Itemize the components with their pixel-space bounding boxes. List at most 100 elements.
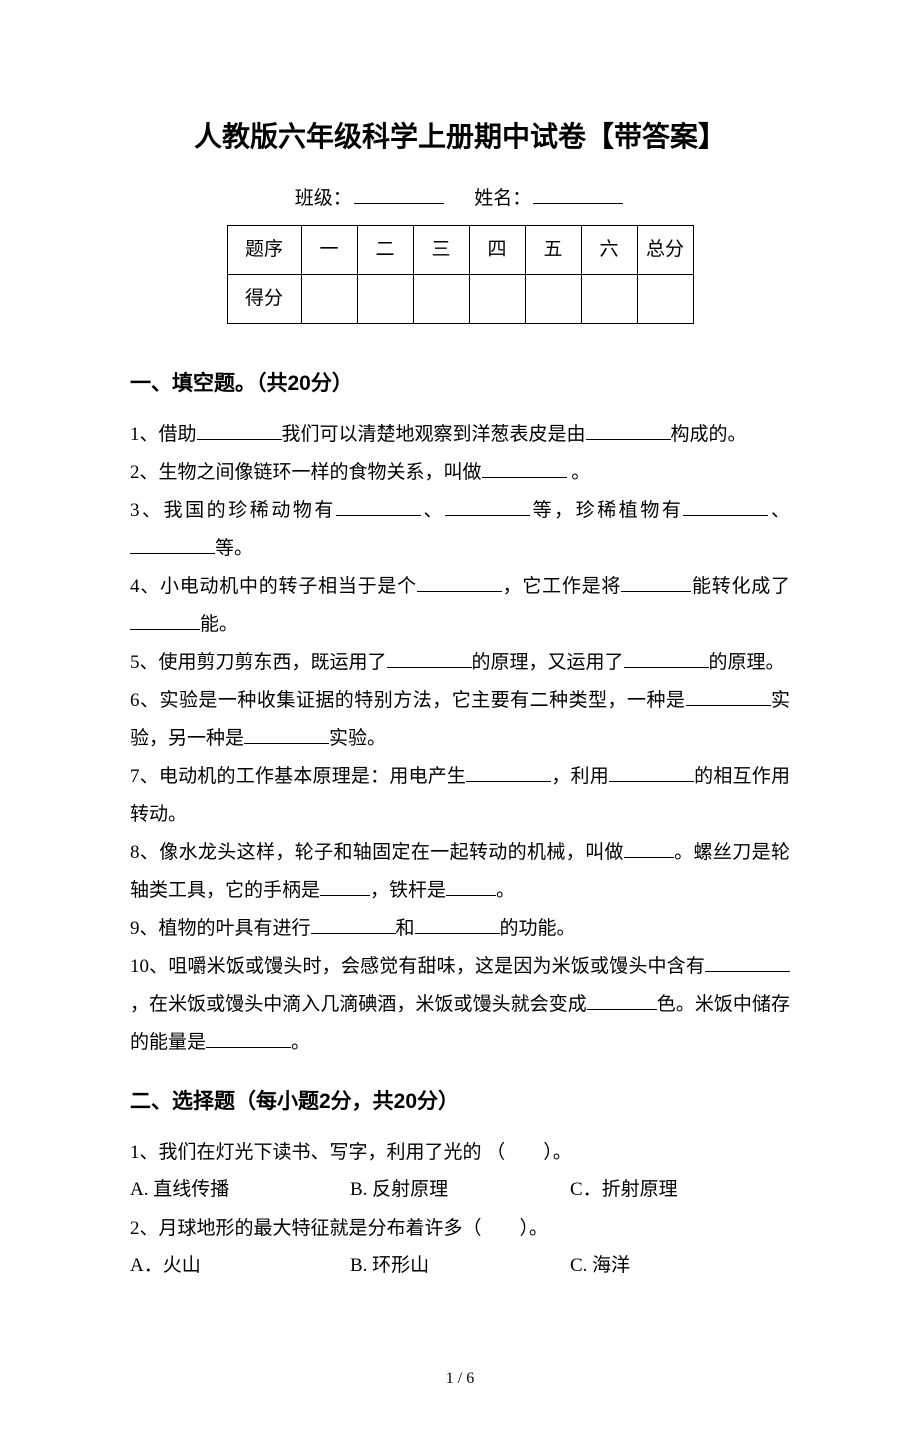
blank (244, 727, 329, 744)
blank (320, 879, 370, 896)
blank (586, 423, 671, 440)
s1-q10-b: ，在米饭或馒头中滴入几滴碘酒，米饭或馒头就会变成 (130, 994, 587, 1015)
blank (197, 423, 282, 440)
s1-q2-a: 2、生物之间像链环一样的食物关系，叫做 (130, 462, 482, 483)
s1-q10-a: 10、咀嚼米饭或馒头时，会感觉有甜味，这是因为米饭或馒头中含有 (130, 956, 705, 977)
blank (587, 993, 657, 1010)
s1-q3-d: 、 (768, 500, 790, 521)
s1-q9-b: 和 (396, 918, 415, 939)
class-label: 班级： (295, 188, 352, 209)
s1-q3-a: 3、我国的珍稀动物有 (130, 500, 336, 521)
blank (130, 613, 200, 630)
blank (466, 765, 551, 782)
blank (482, 461, 567, 478)
score-cell-6 (581, 275, 637, 324)
s1-q4-b: ，它工作是将 (502, 576, 621, 597)
score-cell-4 (469, 275, 525, 324)
s2-q1-opt-a: A. 直线传播 (130, 1172, 350, 1208)
s1-q9-c: 的功能。 (500, 918, 576, 939)
score-table: 题序 一 二 三 四 五 六 总分 得分 (227, 225, 694, 324)
s2-q1-options: A. 直线传播 B. 反射原理 C．折射原理 (130, 1172, 790, 1208)
s1-q4-c: 能转化成了 (691, 576, 790, 597)
s1-q5-a: 5、使用剪刀剪东西，既运用了 (130, 652, 387, 673)
blank (683, 499, 768, 516)
s1-q1-c: 构成的。 (671, 424, 747, 445)
blank (311, 917, 396, 934)
s1-q3-b: 、 (421, 500, 445, 521)
score-header-2: 二 (357, 226, 413, 275)
s1-q3-c: 等，珍稀植物有 (530, 500, 683, 521)
score-header-3: 三 (413, 226, 469, 275)
score-header-0: 题序 (227, 226, 301, 275)
s2-q1-opt-c: C．折射原理 (570, 1172, 790, 1208)
score-table-header-row: 题序 一 二 三 四 五 六 总分 (227, 226, 693, 275)
score-header-4: 四 (469, 226, 525, 275)
score-header-7: 总分 (637, 226, 693, 275)
blank (705, 955, 790, 972)
s1-q7: 7、电动机的工作基本原理是：用电产生，利用的相互作用转动。 (130, 758, 790, 834)
blank (417, 575, 502, 592)
s1-q7-b: ，利用 (551, 766, 609, 787)
s1-q9: 9、植物的叶具有进行 和 的功能。 (130, 910, 790, 948)
score-header-6: 六 (581, 226, 637, 275)
s1-q1-a: 1、借助 (130, 424, 197, 445)
score-header-1: 一 (301, 226, 357, 275)
s1-q10-d: 。 (291, 1032, 310, 1053)
s1-q9-a: 9、植物的叶具有进行 (130, 918, 311, 939)
s1-q2-b: 。 (567, 462, 591, 483)
blank (624, 841, 674, 858)
name-blank (533, 185, 623, 204)
score-cell-1 (301, 275, 357, 324)
blank (621, 575, 691, 592)
s1-q5-c: 的原理。 (709, 652, 785, 673)
s2-q2: 2、月球地形的最大特征就是分布着许多（ ）。 (130, 1210, 790, 1248)
class-name-row: 班级： 姓名： (130, 181, 790, 217)
s2-q2-options: A．火山 B. 环形山 C. 海洋 (130, 1248, 790, 1284)
score-table-value-row: 得分 (227, 275, 693, 324)
s1-q8-a: 8、像水龙头这样，轮子和轴固定在一起转动的机械，叫做 (130, 842, 624, 863)
s2-q2-opt-b: B. 环形山 (350, 1248, 570, 1284)
s1-q4: 4、小电动机中的转子相当于是个 ，它工作是将 能转化成了能。 (130, 568, 790, 644)
page-footer: 1 / 6 (130, 1364, 790, 1394)
s1-q7-a: 7、电动机的工作基本原理是：用电产生 (130, 766, 466, 787)
s2-q2-opt-a: A．火山 (130, 1248, 350, 1284)
score-cell-5 (525, 275, 581, 324)
s1-q5-b: 的原理，又运用了 (472, 652, 624, 673)
blank (686, 689, 771, 706)
blank (624, 651, 709, 668)
score-cell-2 (357, 275, 413, 324)
s1-q8-d: 。 (496, 880, 515, 901)
s1-q3: 3、我国的珍稀动物有 、 等，珍稀植物有 、等。 (130, 492, 790, 568)
s1-q8: 8、像水龙头这样，轮子和轴固定在一起转动的机械，叫做。螺丝刀是轮轴类工具，它的手… (130, 834, 790, 910)
blank (336, 499, 421, 516)
s1-q3-e: 等。 (215, 538, 253, 559)
s1-q5: 5、使用剪刀剪东西，既运用了 的原理，又运用了 的原理。 (130, 644, 790, 682)
section-2-heading: 二、选择题（每小题2分，共20分） (130, 1082, 790, 1122)
score-cell-7 (637, 275, 693, 324)
s1-q4-a: 4、小电动机中的转子相当于是个 (130, 576, 417, 597)
blank (609, 765, 694, 782)
blank (130, 537, 215, 554)
s1-q4-d: 能。 (200, 614, 238, 635)
score-row2-label: 得分 (227, 275, 301, 324)
exam-title: 人教版六年级科学上册期中试卷【带答案】 (130, 110, 790, 163)
score-header-5: 五 (525, 226, 581, 275)
s1-q6-c: 实验。 (329, 728, 386, 749)
s1-q1-b: 我们可以清楚地观察到洋葱表皮是由 (282, 424, 586, 445)
class-blank (354, 185, 444, 204)
blank (446, 879, 496, 896)
s1-q6: 6、实验是一种收集证据的特别方法，它主要有二种类型，一种是实验，另一种是实验。 (130, 682, 790, 758)
blank (206, 1031, 291, 1048)
blank (387, 651, 472, 668)
s1-q1: 1、借助 我们可以清楚地观察到洋葱表皮是由 构成的。 (130, 416, 790, 454)
s1-q2: 2、生物之间像链环一样的食物关系，叫做 。 (130, 454, 790, 492)
s2-q2-opt-c: C. 海洋 (570, 1248, 790, 1284)
section-1-heading: 一、填空题。（共20分） (130, 364, 790, 404)
name-label: 姓名： (474, 188, 531, 209)
blank (445, 499, 530, 516)
s1-q8-c: ，铁杆是 (370, 880, 446, 901)
blank (415, 917, 500, 934)
s1-q6-a: 6、实验是一种收集证据的特别方法，它主要有二种类型，一种是 (130, 690, 686, 711)
score-cell-3 (413, 275, 469, 324)
s2-q1: 1、我们在灯光下读书、写字，利用了光的 （ ）。 (130, 1134, 790, 1172)
